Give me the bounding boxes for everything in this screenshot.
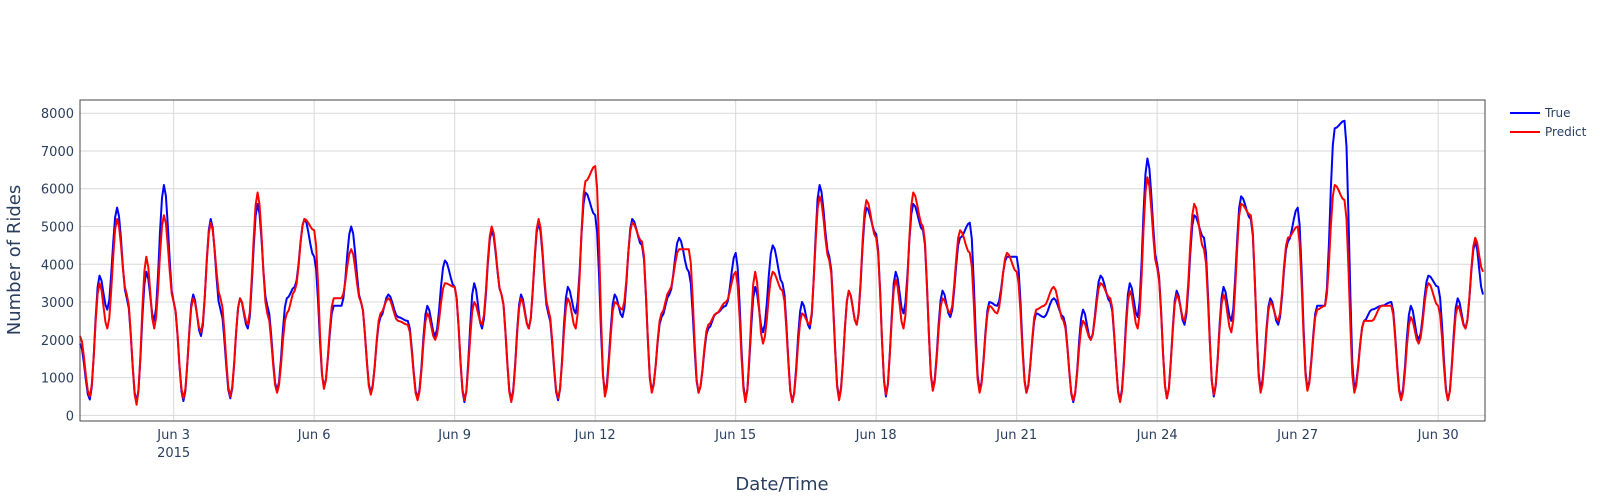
y-tick-label: 5000 <box>41 221 74 236</box>
x-tick-label: Jun 3 <box>156 428 190 443</box>
x-tick-label: Jun 21 <box>995 428 1037 443</box>
y-tick-label: 6000 <box>41 183 74 198</box>
x-tick-label: Jun 24 <box>1136 428 1178 443</box>
series-line-predict <box>79 165 1484 406</box>
y-tick-label: 8000 <box>41 107 74 122</box>
y-tick-label: 3000 <box>41 296 74 311</box>
x-tick-label: Jun 15 <box>714 428 756 443</box>
x-tick-label: Jun 18 <box>855 428 897 443</box>
legend-label: Predict <box>1545 125 1587 139</box>
legend-item-predict[interactable]: Predict <box>1510 125 1587 139</box>
x-axis-title: Date/Time <box>735 474 828 495</box>
y-tick-label: 2000 <box>41 334 74 349</box>
y-tick-labels: 0 1000 2000 3000 4000 5000 6000 7000 8000 <box>41 107 74 424</box>
series-layer <box>79 119 1484 406</box>
legend[interactable]: True Predict <box>1510 106 1587 139</box>
legend-item-true[interactable]: True <box>1510 106 1571 120</box>
x-tick-label: Jun 9 <box>437 428 471 443</box>
x-tick-labels: Jun 3 2015 Jun 6 Jun 9 Jun 12 Jun 15 Jun 18 Jun… <box>156 428 1458 461</box>
x-tick-label: Jun 6 <box>297 428 331 443</box>
y-axis-title: Number of Rides <box>4 185 25 336</box>
y-tick-label: 7000 <box>41 145 74 160</box>
legend-label: True <box>1544 106 1571 120</box>
x-tick-label: Jun 12 <box>574 428 616 443</box>
gridlines-layer <box>80 100 1485 421</box>
plot-frame <box>79 99 1486 422</box>
y-tick-label: 4000 <box>41 258 74 273</box>
x-tick-label: Jun 30 <box>1417 428 1459 443</box>
series-line-true <box>79 119 1484 404</box>
x-tick-label: Jun 27 <box>1276 428 1318 443</box>
x-tick-sublabel: 2015 <box>157 446 190 461</box>
y-tick-label: 0 <box>66 409 74 424</box>
y-tick-label: 1000 <box>41 372 74 387</box>
